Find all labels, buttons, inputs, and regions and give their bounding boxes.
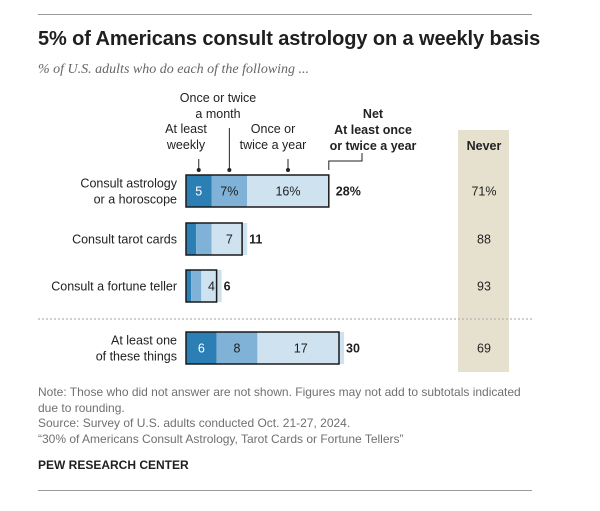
bar-value-label: 8 xyxy=(234,342,241,356)
net-outline xyxy=(185,331,340,365)
bottom-rule xyxy=(38,490,532,491)
source-text: Source: Survey of U.S. adults conducted … xyxy=(38,416,351,430)
legend-label-weekly: At least weekly xyxy=(165,122,207,152)
bar-value-label: 6 xyxy=(198,342,205,356)
net-value-label: 11 xyxy=(249,233,262,247)
bar-value-label: 16% xyxy=(275,185,300,199)
legend-label-yearly: Once or twice a year xyxy=(240,122,307,152)
bar-value-label: 17 xyxy=(294,342,308,356)
never-value-label: 71% xyxy=(471,185,496,199)
top-rule xyxy=(38,14,532,15)
net-outline xyxy=(185,222,243,256)
organization-name: PEW RESEARCH CENTER xyxy=(38,458,189,472)
bar-segment xyxy=(191,270,202,302)
net-value-label: 6 xyxy=(224,280,231,294)
never-column-bg xyxy=(458,130,509,372)
net-outline xyxy=(185,269,218,303)
never-header: Never xyxy=(467,139,502,153)
bar-value-label: 7% xyxy=(220,185,238,199)
legend-leader-dot xyxy=(196,168,201,172)
legend-leader-dot xyxy=(227,168,232,172)
net-value-label: 30 xyxy=(346,342,360,356)
bar-segment xyxy=(186,223,197,255)
notes-block: Note: Those who did not answer are not s… xyxy=(38,385,538,447)
bar-segment xyxy=(196,223,212,255)
category-label: Consult a fortune teller xyxy=(51,280,177,294)
bar-segment xyxy=(186,332,217,364)
legend-leader-dot xyxy=(286,168,290,172)
category-label: At least one of these things xyxy=(96,334,177,364)
net-value-label: 28% xyxy=(336,185,361,199)
bar-segment xyxy=(186,270,192,302)
bar-value-label: 7 xyxy=(226,233,233,247)
bar-segment xyxy=(216,332,258,364)
legend-label-monthly: Once or twice a month xyxy=(180,91,256,121)
category-label: Consult tarot cards xyxy=(72,233,177,247)
bar-segment xyxy=(211,175,248,207)
net-leader-line xyxy=(328,153,363,170)
bar-value-label: 4 xyxy=(208,280,215,294)
chart-title: 5% of Americans consult astrology on a w… xyxy=(38,28,541,50)
bar-segment xyxy=(211,223,248,255)
note-text-2: due to rounding. xyxy=(38,400,125,415)
note-text-1: Note: Those who did not answer are not s… xyxy=(38,385,521,399)
legend-label-net: Net At least once or twice a year xyxy=(330,107,417,153)
category-label: Consult astrology or a horoscope xyxy=(80,177,177,207)
bar-segment xyxy=(247,175,329,207)
report-title: “30% of Americans Consult Astrology, Tar… xyxy=(38,431,404,446)
bar-segment xyxy=(186,175,212,207)
never-value-label: 69 xyxy=(477,342,491,356)
bar-value-label: 5 xyxy=(195,185,202,199)
never-value-label: 88 xyxy=(477,233,491,247)
net-outline xyxy=(185,174,330,208)
chart-subtitle: % of U.S. adults who do each of the foll… xyxy=(38,62,310,77)
never-value-label: 93 xyxy=(477,280,491,294)
bar-segment xyxy=(257,332,345,364)
